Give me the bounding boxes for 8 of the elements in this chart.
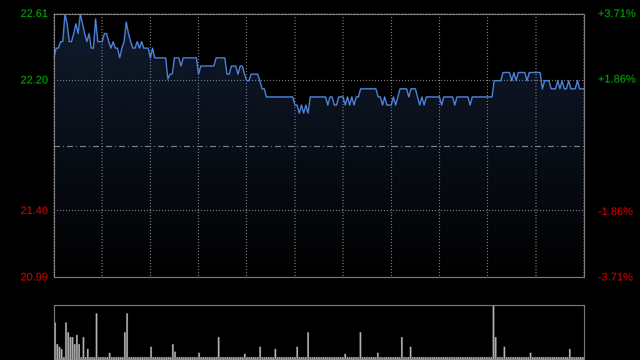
y2-tick-label: -3.71% (598, 271, 634, 284)
y-tick-label: 22.61 (20, 8, 48, 20)
y2-tick-label: +1.86% (598, 74, 636, 86)
y2-tick-label: -1.86% (598, 206, 634, 218)
y-tick-label: 22.20 (20, 74, 48, 87)
y-tick-label: 20.99 (20, 271, 48, 284)
y2-tick-label: +3.71% (598, 8, 636, 20)
y-tick-label: 21.40 (20, 204, 48, 217)
